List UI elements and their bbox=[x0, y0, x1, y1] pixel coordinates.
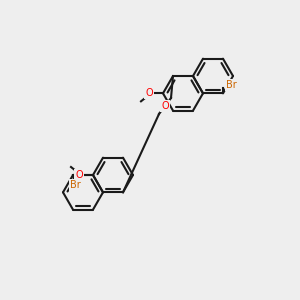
Text: O: O bbox=[161, 101, 169, 111]
Text: O: O bbox=[145, 88, 153, 98]
Text: Br: Br bbox=[226, 80, 236, 90]
Text: Br: Br bbox=[70, 180, 80, 190]
Text: O: O bbox=[75, 170, 83, 180]
